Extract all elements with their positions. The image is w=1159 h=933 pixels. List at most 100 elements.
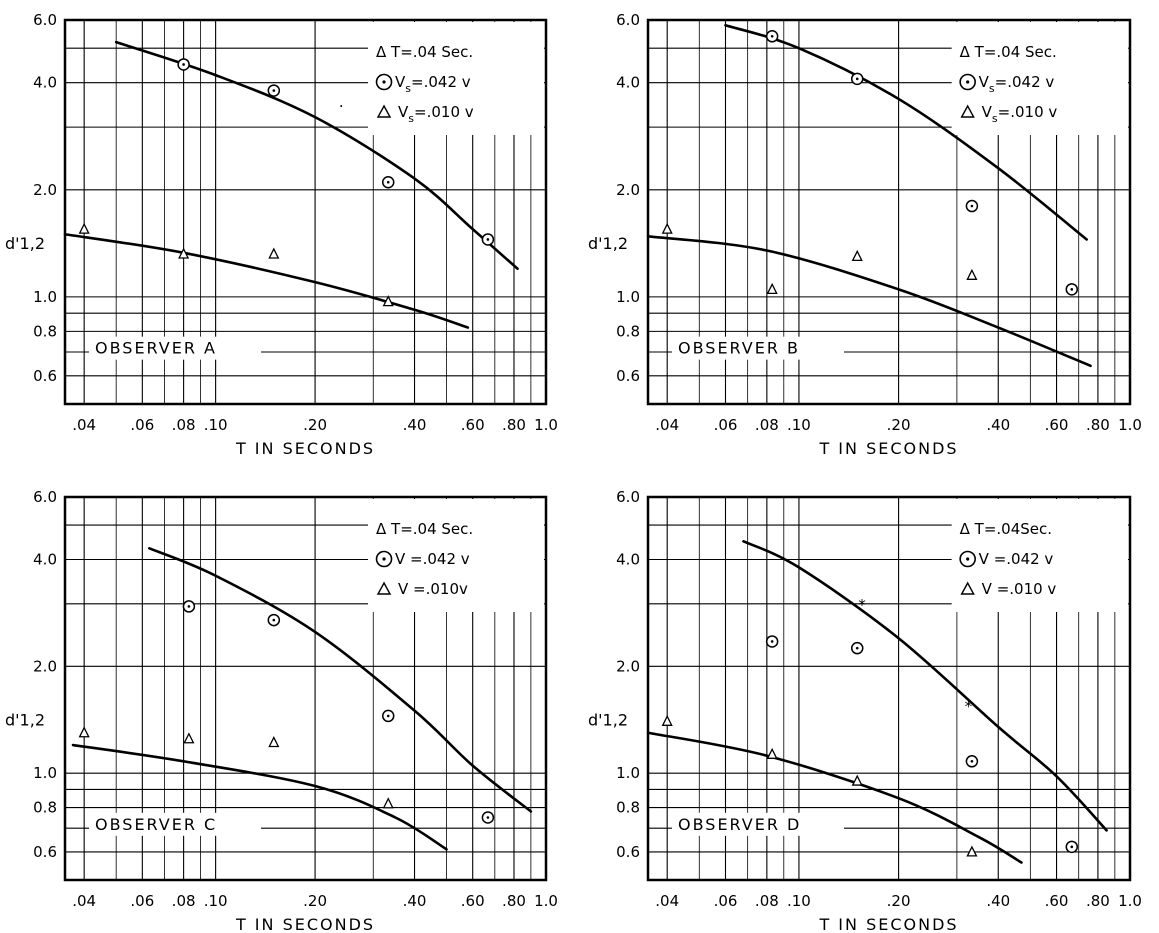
- data-point-circle-center: [970, 204, 974, 208]
- data-point-circle-center: [1070, 845, 1074, 849]
- x-tick-label: 1.0: [1118, 416, 1142, 434]
- x-axis-label: T IN SECONDS: [818, 439, 958, 458]
- data-point-triangle: [382, 295, 394, 307]
- legend-line-dt: Δ T=.04 Sec.: [960, 43, 1057, 61]
- x-axis-label: T IN SECONDS: [235, 439, 375, 458]
- x-tick-label: .06: [714, 416, 738, 434]
- data-point-circle-center: [386, 714, 390, 718]
- data-point-triangle: [78, 222, 90, 234]
- legend-line-low: V =.010 v: [982, 580, 1057, 598]
- y-axis-label: d'1,2: [588, 234, 628, 253]
- panel-observer-d: .04 .06 .08 .10 .20 .40 .60 .80 1.0 0.6 0.8 1.0 2.0 4…: [588, 488, 1142, 933]
- x-tick-label: .60: [461, 892, 485, 910]
- y-tick-label: 4.0: [616, 74, 640, 92]
- data-point-circle-center: [855, 77, 859, 81]
- data-point-circle-center: [855, 646, 859, 650]
- y-tick-label: 6.0: [616, 11, 640, 29]
- x-tick-label: .06: [130, 416, 154, 434]
- x-tick-label: .20: [887, 416, 911, 434]
- data-point-triangle: [966, 845, 978, 857]
- x-tick-label: .40: [986, 892, 1010, 910]
- data-point-circle-center: [770, 640, 774, 643]
- data-point-triangle: [851, 249, 863, 261]
- x-tick-label: .04: [72, 416, 96, 434]
- x-tick-label: .80: [502, 892, 526, 910]
- y-tick-label: 1.0: [33, 764, 57, 782]
- x-tick-label: .10: [787, 416, 811, 434]
- annotation-mark: ·: [339, 98, 344, 116]
- x-tick-label: .10: [204, 416, 228, 434]
- legend-line-high: V =.042 v: [979, 550, 1054, 568]
- y-tick-label: 2.0: [616, 181, 640, 199]
- curve-low-signal: [63, 232, 470, 329]
- y-tick-label: 0.8: [616, 799, 640, 817]
- legend-triangle-marker: [960, 581, 975, 595]
- x-tick-label: .80: [1086, 892, 1110, 910]
- x-tick-label: .08: [755, 416, 779, 434]
- plot-frame: [646, 495, 1132, 882]
- legend-line-dt: Δ T=.04 Sec.: [376, 43, 473, 61]
- y-tick-label: 0.6: [33, 367, 57, 385]
- y-tick-label: 0.6: [616, 843, 640, 861]
- x-tick-label: .06: [714, 892, 738, 910]
- observer-label-background: [89, 812, 261, 836]
- y-tick-label: 1.0: [616, 764, 640, 782]
- legend-circle-marker-dot: [966, 80, 970, 84]
- observer-label-background: [672, 812, 844, 836]
- x-tick-label: .08: [755, 892, 779, 910]
- legend-line-dt: Δ T=.04 Sec.: [376, 520, 473, 538]
- x-tick-label: .60: [1045, 892, 1069, 910]
- legend-line-low: Vs=.010 v: [398, 103, 474, 125]
- y-tick-label: 1.0: [33, 288, 57, 306]
- x-tick-label: 1.0: [534, 416, 558, 434]
- legend-circle-marker: [375, 550, 393, 568]
- legend-line-high: Vs=.042 v: [979, 73, 1055, 95]
- observer-label-background: [89, 336, 261, 360]
- x-tick-label: .80: [1086, 416, 1110, 434]
- x-tick-label: .40: [403, 416, 427, 434]
- observer-label: OBSERVER D: [678, 815, 801, 834]
- y-tick-label: 6.0: [616, 488, 640, 506]
- x-tick-label: .20: [303, 416, 327, 434]
- legend-circle-marker: [959, 550, 976, 568]
- data-point-circle-center: [182, 63, 185, 66]
- observer-label: OBSERVER C: [95, 815, 217, 834]
- legend-triangle-marker: [376, 104, 392, 118]
- x-tick-label: .80: [502, 416, 526, 434]
- x-tick-label: .10: [204, 892, 228, 910]
- legend-line-dt: Δ T=.04Sec.: [960, 520, 1052, 538]
- y-tick-label: 0.6: [616, 367, 640, 385]
- data-point-triangle: [268, 736, 280, 748]
- legend-circle-marker-dot: [382, 557, 386, 561]
- curve-high-signal: [148, 547, 533, 813]
- x-axis-label: T IN SECONDS: [235, 915, 375, 933]
- legend-line-high: Vs=.042 v: [395, 73, 471, 95]
- x-tick-label: .04: [655, 416, 679, 434]
- curve-high-signal: [114, 40, 519, 271]
- curve-high-signal: [742, 540, 1108, 832]
- plot-frame: [63, 495, 548, 882]
- legend-triangle-marker: [376, 581, 392, 595]
- x-tick-label: .06: [130, 892, 154, 910]
- plot-frame: [63, 18, 548, 406]
- panel-observer-b: .04 .06 .08 .10 .20 .40 .60 .80 1.0 0.6 0.8 1.0 2.0 4…: [588, 11, 1142, 458]
- x-tick-label: .40: [986, 416, 1010, 434]
- data-point-triangle: [183, 732, 195, 744]
- legend-circle-marker-dot: [382, 80, 386, 84]
- y-tick-label: 1.0: [616, 288, 640, 306]
- data-point-triangle: [766, 282, 778, 294]
- data-point-triangle: [268, 247, 280, 259]
- x-tick-label: .08: [172, 416, 196, 434]
- x-tick-label: 1.0: [1118, 892, 1142, 910]
- legend-background: [951, 499, 1128, 612]
- observer-label-background: [672, 336, 844, 360]
- y-tick-label: 4.0: [616, 550, 640, 568]
- y-tick-label: 2.0: [33, 181, 57, 199]
- data-point-circle-center: [770, 34, 774, 38]
- y-axis-label: d'1,2: [5, 710, 45, 729]
- data-point-triangle: [661, 222, 673, 234]
- data-point-triangle: [851, 774, 863, 786]
- annotation-mark: *: [858, 596, 866, 614]
- y-tick-label: 6.0: [33, 488, 57, 506]
